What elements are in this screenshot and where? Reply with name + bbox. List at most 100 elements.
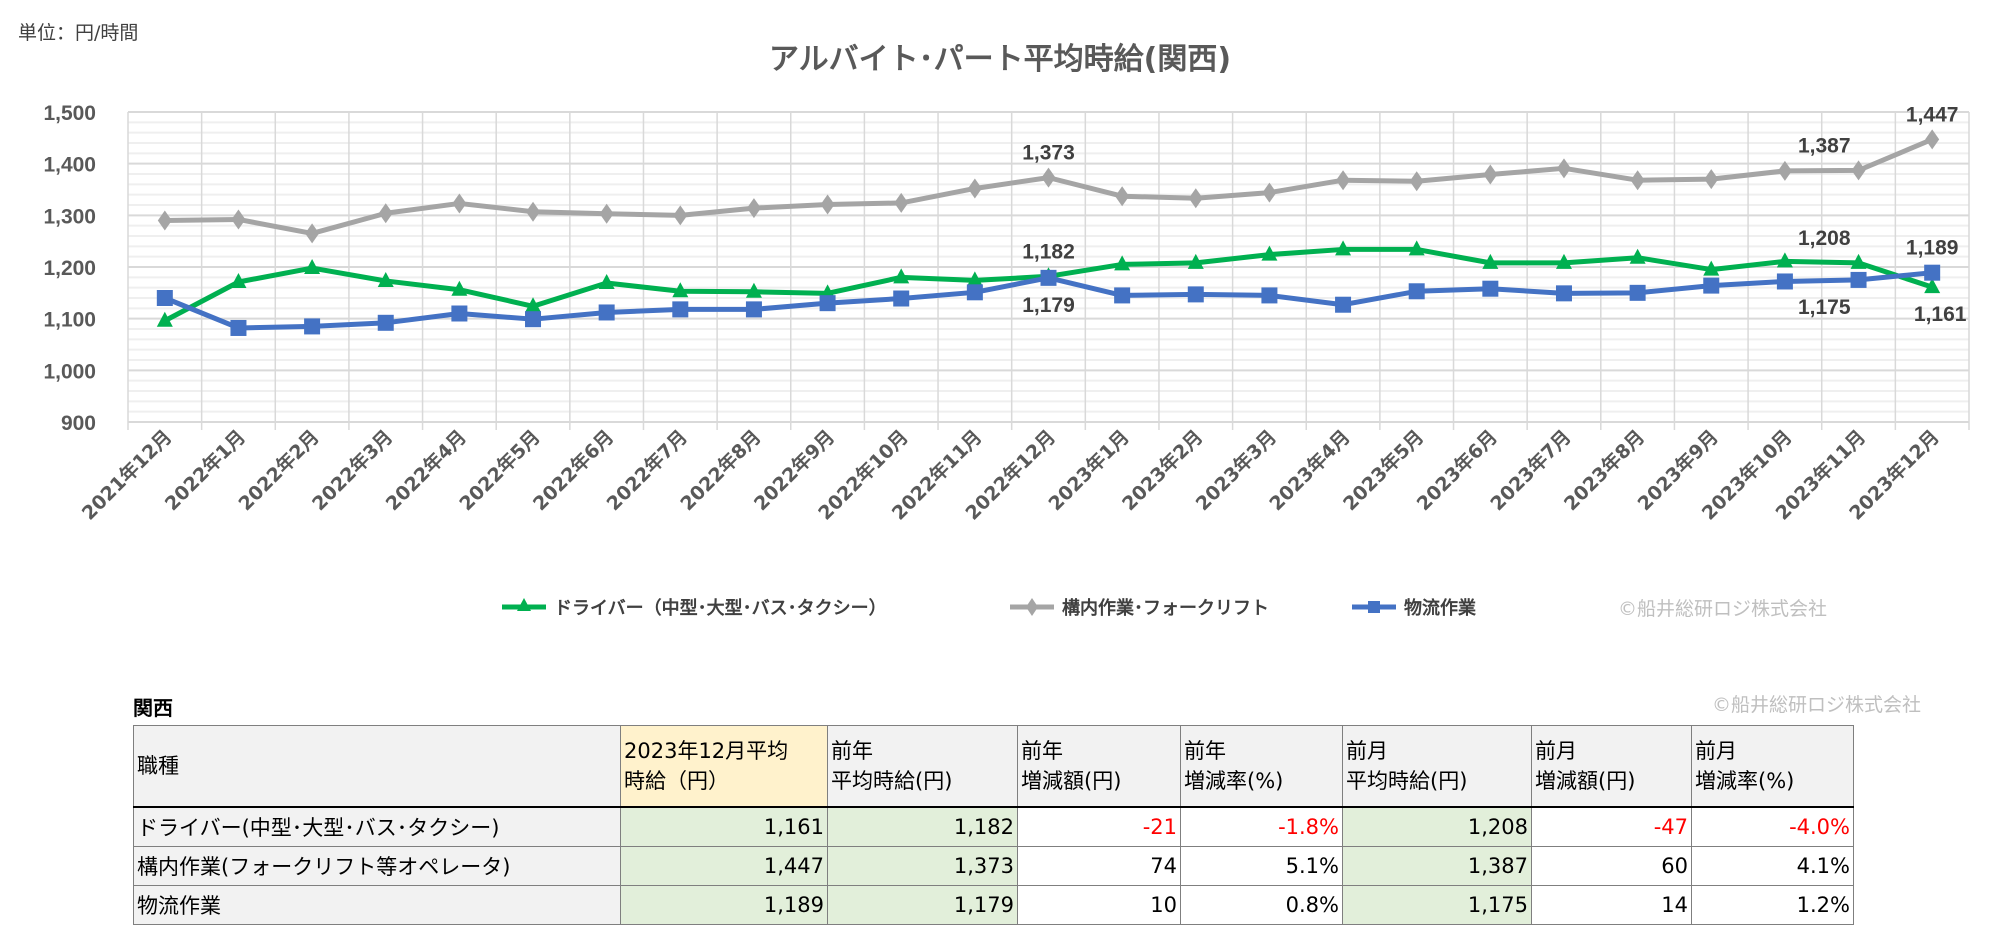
cell-current: 1,189 <box>620 885 828 925</box>
data-point-square <box>1040 269 1057 286</box>
header-job-type: 職種 <box>133 725 621 808</box>
data-point-triangle <box>156 311 173 327</box>
cell-mom-rate: 4.1% <box>1691 846 1854 886</box>
y-tick-label: 900 <box>61 412 96 435</box>
y-tick-label: 1,500 <box>43 102 96 125</box>
data-point-square <box>1261 287 1278 304</box>
data-point-square <box>1114 287 1131 304</box>
data-point-triangle <box>1850 253 1867 269</box>
data-point-square <box>1629 284 1646 301</box>
table-row: 物流作業 1,189 1,179 10 0.8% 1,175 14 1.2% <box>133 885 1854 925</box>
legend-item-driver: ドライバー（中型･大型･バス･タクシー） <box>500 593 887 621</box>
data-point-square <box>1850 271 1867 288</box>
y-tick-label: 1,200 <box>43 257 96 280</box>
header-mom-diff: 前月 増減額(円) <box>1531 725 1692 808</box>
data-point-triangle <box>1629 248 1646 264</box>
cell-yoy-rate: 5.1% <box>1180 846 1343 886</box>
data-point-diamond <box>1041 167 1056 188</box>
data-point-square <box>1335 296 1352 313</box>
cell-yoy-rate: 0.8% <box>1180 885 1343 925</box>
data-point-triangle <box>598 274 615 290</box>
data-point-square <box>1555 285 1572 302</box>
cell-prev-year: 1,179 <box>827 885 1018 925</box>
table-row: 構内作業(フォークリフト等オペレータ) 1,447 1,373 74 5.1% … <box>133 846 1854 886</box>
legend-triangle-icon <box>502 598 546 611</box>
cell-mom-rate: -4.0% <box>1691 806 1854 847</box>
cell-yoy-rate: -1.8% <box>1180 806 1343 847</box>
data-point-square <box>1482 280 1499 297</box>
data-point-square <box>304 318 321 335</box>
data-point-square <box>230 319 247 336</box>
data-label: 1,447 <box>1906 103 1959 126</box>
chart-title: アルバイト･パート平均時給(関西) <box>768 42 1232 77</box>
data-point-triangle <box>230 272 247 288</box>
y-tick-label: 1,300 <box>43 205 96 228</box>
data-point-square <box>1776 273 1793 290</box>
data-point-diamond <box>1630 170 1645 191</box>
data-point-triangle <box>1114 255 1131 271</box>
table-region-label: 関西 <box>133 696 173 720</box>
data-point-triangle <box>893 268 910 284</box>
data-label: 1,182 <box>1022 240 1075 263</box>
data-label: 1,208 <box>1798 227 1851 250</box>
header-prev-year: 前年 平均時給(円) <box>827 725 1018 808</box>
data-point-triangle <box>1555 253 1572 269</box>
cell-current: 1,447 <box>620 846 828 886</box>
data-label: 1,179 <box>1022 294 1075 317</box>
data-point-diamond <box>452 193 467 214</box>
data-point-square <box>819 295 836 312</box>
legend-item-forklift: 構内作業･フォークリフト <box>1008 593 1269 621</box>
data-point-diamond <box>894 192 909 213</box>
data-point-triangle <box>1187 253 1204 269</box>
data-point-diamond <box>1704 169 1719 190</box>
data-point-triangle <box>1335 240 1352 256</box>
data-point-diamond <box>1188 188 1203 209</box>
cell-name: 構内作業(フォークリフト等オペレータ) <box>133 846 621 886</box>
data-point-diamond <box>1925 129 1940 150</box>
wage-table: 職種 2023年12月平均 時給（円） 前年 平均時給(円) 前年 増減額(円) 前年… <box>133 725 1854 925</box>
data-point-diamond <box>820 194 835 215</box>
data-point-square <box>1924 264 1941 281</box>
data-point-square <box>672 301 689 318</box>
cell-mom-diff: 60 <box>1531 846 1692 886</box>
cell-prev-month: 1,208 <box>1342 806 1532 847</box>
y-tick-label: 1,100 <box>43 309 96 332</box>
data-point-diamond <box>746 198 761 219</box>
data-point-triangle <box>1924 278 1941 294</box>
data-point-square <box>745 301 762 318</box>
data-point-diamond <box>378 203 393 224</box>
data-point-square <box>966 284 983 301</box>
data-point-diamond <box>231 209 246 230</box>
table-header-row: 職種 2023年12月平均 時給（円） 前年 平均時給(円) 前年 増減額(円) 前年… <box>133 725 1854 808</box>
cell-mom-diff: 14 <box>1531 885 1692 925</box>
data-label: 1,175 <box>1798 296 1851 319</box>
data-point-square <box>451 305 468 322</box>
data-point-triangle <box>745 282 762 298</box>
data-label: 1,373 <box>1022 142 1075 165</box>
data-point-diamond <box>526 201 541 222</box>
line-chart: 900 1,000 1,100 1,200 1,300 1,400 1,500 2021年12… <box>43 102 1970 524</box>
chart-copyright: ©船井総研ロジ株式会社 <box>1618 598 1828 620</box>
data-point-square <box>1703 277 1720 294</box>
data-point-square <box>377 314 394 331</box>
legend-diamond-icon <box>1010 598 1054 616</box>
data-point-diamond <box>1483 164 1498 185</box>
header-current: 2023年12月平均 時給（円） <box>620 725 828 808</box>
x-tick-label: 2021年12月 <box>77 425 176 524</box>
cell-current: 1,161 <box>620 806 828 847</box>
header-yoy-rate: 前年 増減率(%) <box>1180 725 1343 808</box>
data-point-triangle <box>377 271 394 287</box>
data-point-diamond <box>1336 170 1351 191</box>
cell-prev-month: 1,387 <box>1342 846 1532 886</box>
data-point-triangle <box>966 271 983 287</box>
data-point-diamond <box>305 223 320 244</box>
data-point-diamond <box>1262 182 1277 203</box>
data-point-triangle <box>1482 253 1499 269</box>
data-point-triangle <box>1261 245 1278 261</box>
data-point-diamond <box>1409 171 1424 192</box>
legend-label: 物流作業 <box>1404 598 1476 619</box>
data-point-triangle <box>1776 252 1793 268</box>
data-point-square <box>893 290 910 307</box>
y-tick-label: 1,400 <box>43 154 96 177</box>
table-copyright: ©船井総研ロジ株式会社 <box>1712 694 1922 716</box>
